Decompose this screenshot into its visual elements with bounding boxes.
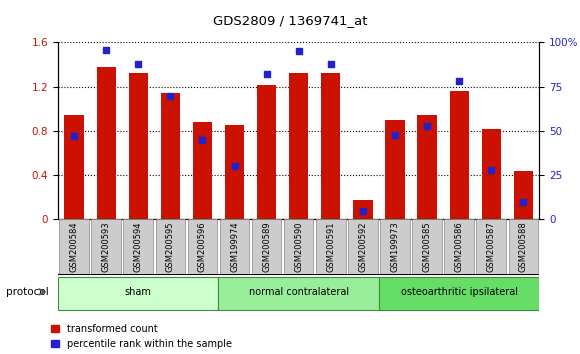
Bar [385, 120, 405, 219]
Text: osteoarthritic ipsilateral: osteoarthritic ipsilateral [401, 287, 518, 297]
Bar [316, 219, 346, 274]
Bar [59, 219, 89, 274]
Point [198, 137, 207, 143]
Bar [379, 277, 539, 310]
Point [294, 48, 303, 54]
Bar [481, 129, 501, 219]
Bar [129, 74, 148, 219]
Bar [161, 93, 180, 219]
Point [390, 132, 400, 137]
Text: GSM200584: GSM200584 [70, 222, 78, 272]
Point [166, 93, 175, 98]
Bar [225, 125, 244, 219]
Point [519, 199, 528, 205]
Bar [380, 219, 409, 274]
Bar [188, 219, 217, 274]
Point [262, 72, 271, 77]
Bar [284, 219, 313, 274]
Bar [219, 277, 379, 310]
Bar [252, 219, 281, 274]
Text: GSM200589: GSM200589 [262, 222, 271, 272]
Text: GSM200596: GSM200596 [198, 222, 207, 272]
Bar [155, 219, 185, 274]
Text: GSM200585: GSM200585 [423, 222, 432, 272]
Point [487, 167, 496, 173]
Point [70, 133, 79, 139]
Bar [124, 219, 153, 274]
Point [133, 61, 143, 67]
Bar [64, 115, 84, 219]
Text: GSM200592: GSM200592 [358, 222, 367, 272]
Bar [289, 74, 309, 219]
Bar [412, 219, 442, 274]
Text: GSM200586: GSM200586 [455, 222, 463, 272]
Bar [96, 67, 116, 219]
Text: GDS2809 / 1369741_at: GDS2809 / 1369741_at [213, 14, 367, 27]
Bar [418, 115, 437, 219]
Text: GSM200588: GSM200588 [519, 222, 528, 272]
Text: GSM200594: GSM200594 [134, 222, 143, 272]
Text: GSM200587: GSM200587 [487, 222, 496, 272]
Bar [257, 85, 276, 219]
Point [102, 47, 111, 52]
Bar [477, 219, 506, 274]
Text: normal contralateral: normal contralateral [249, 287, 349, 297]
Text: GSM200590: GSM200590 [294, 222, 303, 272]
Bar [450, 91, 469, 219]
Text: protocol: protocol [6, 287, 49, 297]
Point [422, 123, 432, 129]
Point [230, 164, 239, 169]
Text: sham: sham [125, 287, 152, 297]
Point [358, 208, 368, 213]
Bar [220, 219, 249, 274]
Text: GSM199973: GSM199973 [390, 222, 400, 272]
Bar [193, 122, 212, 219]
Text: GSM200595: GSM200595 [166, 222, 175, 272]
Text: GSM200593: GSM200593 [102, 222, 111, 272]
Point [326, 61, 335, 67]
Legend: transformed count, percentile rank within the sample: transformed count, percentile rank withi… [51, 324, 232, 349]
Bar [353, 200, 372, 219]
Bar [509, 219, 538, 274]
Text: GSM199974: GSM199974 [230, 222, 239, 272]
Bar [58, 277, 219, 310]
Bar [348, 219, 378, 274]
Bar [444, 219, 474, 274]
Bar [321, 74, 340, 219]
Bar [514, 171, 533, 219]
Point [455, 79, 464, 84]
Bar [92, 219, 121, 274]
Text: GSM200591: GSM200591 [327, 222, 335, 272]
